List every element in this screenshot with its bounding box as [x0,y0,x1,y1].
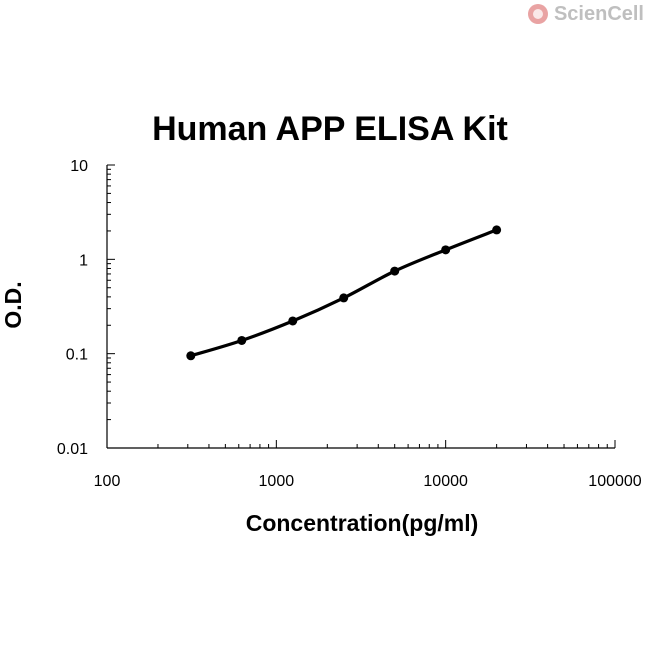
x-tick-label: 10000 [423,473,468,490]
y-tick-label: 10 [70,158,88,175]
axes: 100 1000 10000 100000 0.01 0.1 1 10 [57,158,642,490]
y-tick-label: 1 [79,252,88,269]
x-tick-label: 1000 [259,473,295,490]
y-tick-label: 0.1 [66,347,88,364]
data-point [390,266,400,276]
y-tick-label: 0.01 [57,441,88,458]
data-point [339,293,349,303]
series-line [189,228,499,358]
data-point [237,335,247,345]
brand-name: ScienCell [553,2,644,25]
x-tick-label: 100000 [588,473,641,490]
x-axis-label: Concentration(pg/ml) [246,510,479,536]
y-axis-label: O.D. [0,281,26,328]
data-point [288,316,298,326]
data-point [186,351,196,361]
x-tick-label: 100 [94,473,121,490]
data-point [441,245,451,255]
chart-title: Human APP ELISA Kit [152,110,508,148]
data-point [492,225,502,235]
brand-logo: ScienCell [526,2,644,26]
plot-area [186,225,502,361]
brand-logo-icon [527,4,548,24]
